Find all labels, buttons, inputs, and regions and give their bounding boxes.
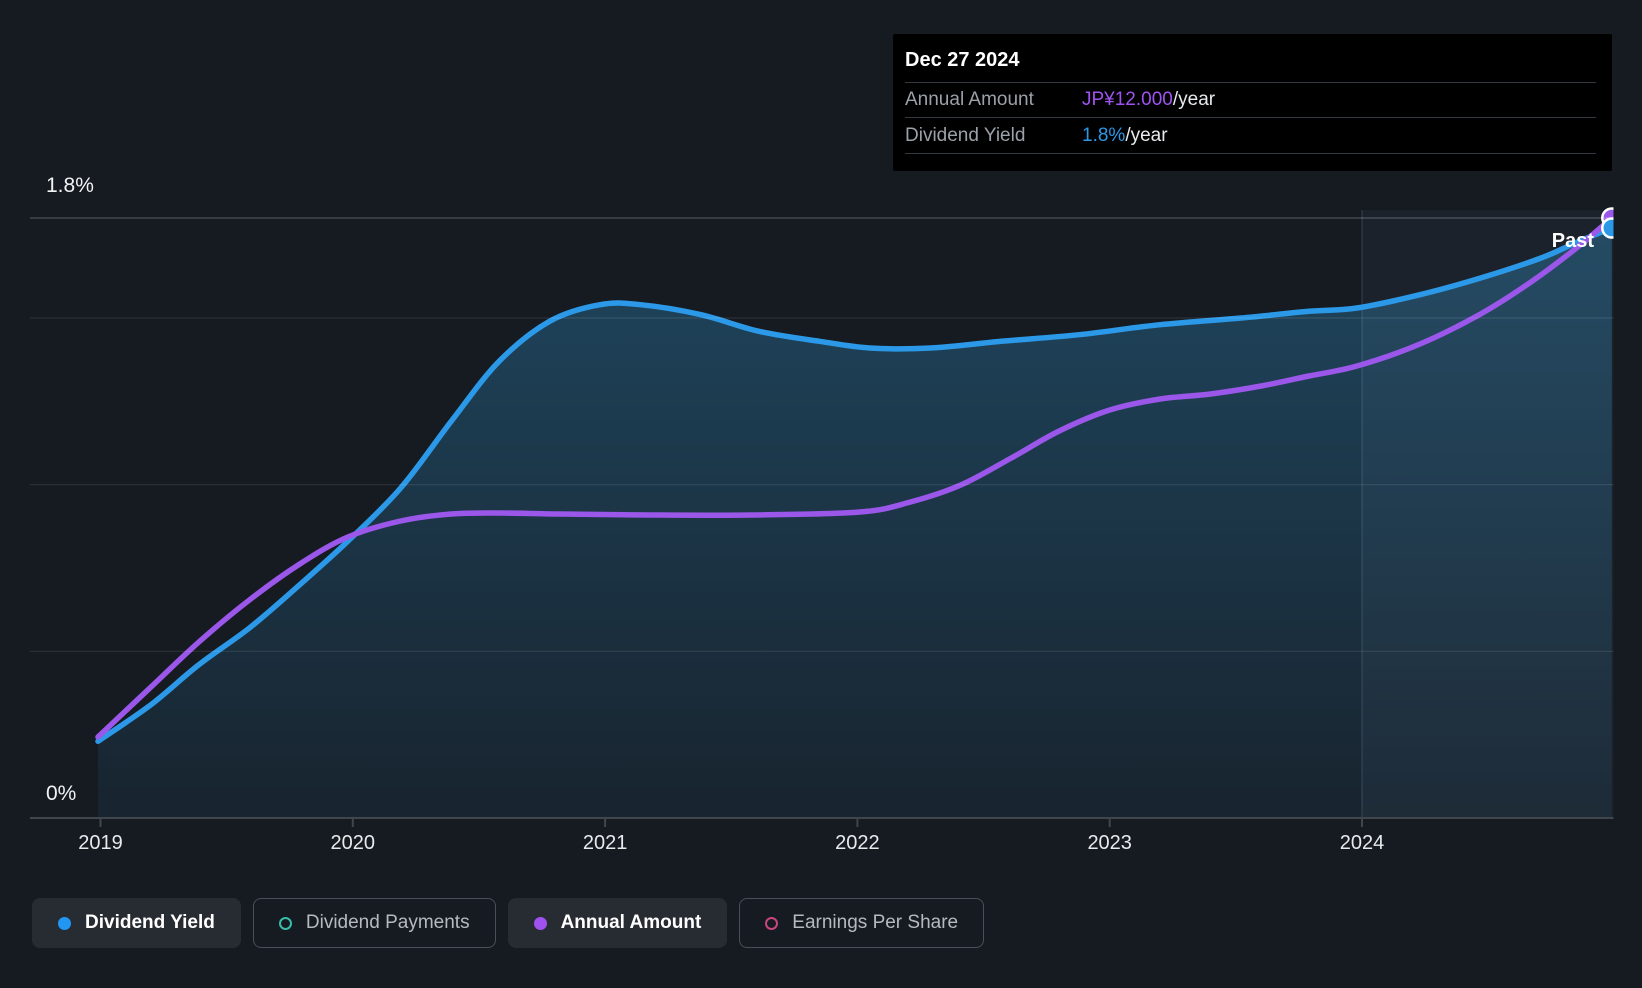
- legend-label: Dividend Yield: [85, 912, 215, 933]
- x-tick-label: 2023: [1087, 832, 1132, 854]
- legend-item-dividend-yield[interactable]: Dividend Yield: [32, 898, 241, 948]
- annual-amount-dot-icon: [533, 916, 547, 930]
- end-marker-dividend-yield: [1601, 217, 1614, 239]
- x-tick-label: 2022: [835, 832, 880, 854]
- x-tick-label: 2019: [78, 832, 123, 854]
- past-label: Past: [1551, 230, 1594, 252]
- legend-label: Annual Amount: [560, 912, 702, 933]
- tooltip: Dec 27 2024 Annual Amount JP¥12.000/year…: [893, 34, 1612, 171]
- legend-item-earnings-per-share[interactable]: Earnings Per Share: [739, 898, 985, 948]
- chart-legend: Dividend Yield Dividend Payments Annual …: [32, 898, 985, 948]
- x-tick-label: 2024: [1340, 832, 1385, 854]
- tooltip-value: 1.8%/year: [1082, 124, 1168, 146]
- legend-item-annual-amount[interactable]: Annual Amount: [507, 898, 728, 948]
- legend-item-dividend-payments[interactable]: Dividend Payments: [252, 898, 496, 948]
- tooltip-label: Annual Amount: [905, 89, 1034, 110]
- tooltip-row-annual-amount: Annual Amount JP¥12.000/year: [905, 82, 1596, 117]
- tooltip-date: Dec 27 2024: [905, 49, 1020, 71]
- x-tick-label: 2020: [331, 832, 376, 854]
- legend-label: Earnings Per Share: [792, 912, 959, 933]
- earnings-per-share-circle-icon: [765, 916, 779, 930]
- y-axis-zero-label: 0%: [46, 782, 77, 805]
- tooltip-row-dividend-yield: Dividend Yield 1.8%/year: [905, 117, 1596, 154]
- curve-dividend-yield: [95, 225, 1614, 745]
- y-axis-top-label: 1.8%: [46, 174, 94, 197]
- dividend-payments-circle-icon: [278, 916, 292, 930]
- tooltip-label: Dividend Yield: [905, 124, 1026, 146]
- dividend-yield-dot-icon: [58, 916, 71, 930]
- tooltip-value: JP¥12.000/year: [1082, 89, 1216, 110]
- legend-label: Dividend Payments: [305, 912, 470, 933]
- curve-annual-amount: [95, 215, 1614, 740]
- x-tick-label: 2021: [583, 832, 628, 854]
- dividend-yield-area-fill: [98, 228, 1612, 818]
- gridlines: [30, 217, 1614, 652]
- plot-layers: [95, 207, 1614, 818]
